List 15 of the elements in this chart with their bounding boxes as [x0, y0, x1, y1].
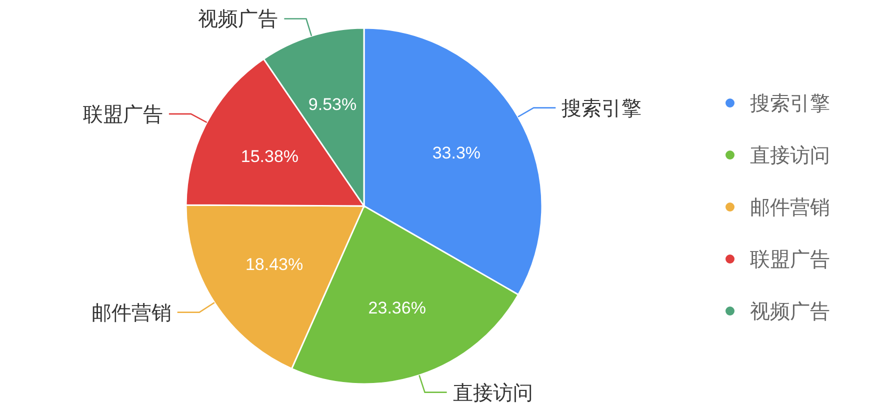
- legend-label: 联盟广告: [750, 249, 830, 271]
- legend-label: 邮件营销: [750, 197, 830, 219]
- data-label: 23.36%: [368, 298, 426, 318]
- data-label: 33.3%: [432, 144, 481, 163]
- slice-label: 搜索引擎: [562, 98, 642, 120]
- slice-label: 联盟广告: [82, 104, 163, 126]
- data-label: 18.43%: [245, 254, 304, 274]
- slice-label: 视频广告: [198, 8, 278, 31]
- slice-label: 直接访问: [452, 382, 533, 404]
- slice-label: 邮件营销: [91, 302, 172, 324]
- data-label: 15.38%: [240, 146, 299, 166]
- legend-label: 搜索引擎: [750, 93, 830, 115]
- legend-label: 视频广告: [750, 301, 830, 323]
- legend-label: 直接访问: [750, 145, 830, 167]
- data-label: 9.53%: [308, 94, 357, 114]
